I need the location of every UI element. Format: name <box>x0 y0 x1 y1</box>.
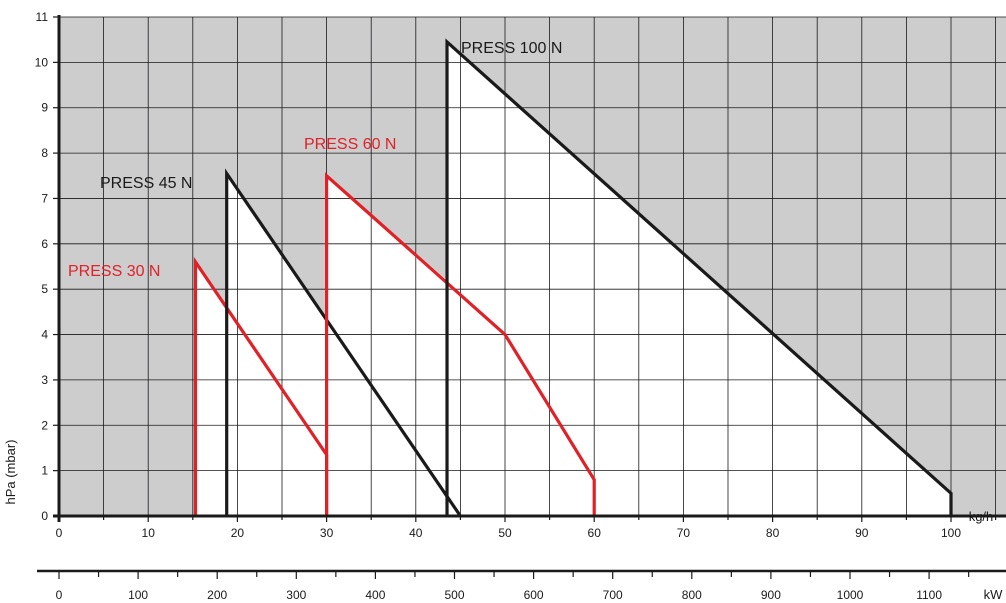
y-axis-title: hPa (mbar) <box>3 439 18 504</box>
x2-tick-label: 200 <box>207 588 227 602</box>
y-tick-label: 0 <box>41 509 48 523</box>
x-tick-label: 70 <box>677 526 691 540</box>
y-tick-label: 8 <box>41 146 48 160</box>
x2-tick-label: 1100 <box>916 588 942 602</box>
series-label-press-100: PRESS 100 N <box>461 40 562 57</box>
series-line-press-60-n <box>325 172 596 516</box>
y-tick-label: 7 <box>41 191 48 205</box>
series-line-press-45-n <box>225 168 462 517</box>
y-tick-label: 4 <box>41 328 48 342</box>
y-tick-label: 5 <box>41 282 48 296</box>
x2-tick-label: 500 <box>444 588 464 602</box>
x-tick-label: 100 <box>941 526 961 540</box>
working-envelope <box>195 41 951 516</box>
series-label-press-30: PRESS 30 N <box>68 263 160 280</box>
y-tick-label: 11 <box>36 10 49 24</box>
y-tick-label: 2 <box>41 418 48 432</box>
x-tick-label: 30 <box>320 526 334 540</box>
x-tick-label: 0 <box>56 526 63 540</box>
y-tick-label: 1 <box>41 464 48 478</box>
x-tick-label: 60 <box>588 526 602 540</box>
x2-axis-title: kW <box>984 587 1004 602</box>
x2-tick-label: 700 <box>603 588 623 602</box>
x-tick-label: 50 <box>498 526 512 540</box>
x-tick-label: 20 <box>231 526 245 540</box>
grid <box>58 16 1006 517</box>
y-tick-label: 3 <box>41 373 48 387</box>
x2-tick-label: 100 <box>128 588 148 602</box>
x-tick-label: 40 <box>409 526 423 540</box>
axes <box>37 15 1006 579</box>
y-tick-label: 10 <box>35 55 49 69</box>
series-label-press-60: PRESS 60 N <box>304 136 396 153</box>
x-tick-label: 90 <box>855 526 869 540</box>
x-tick-label: 10 <box>142 526 156 540</box>
series-line-press-100-n <box>445 38 953 516</box>
x2-tick-label: 0 <box>56 588 63 602</box>
series-label-press-45: PRESS 45 N <box>100 175 192 192</box>
y-tick-label: 6 <box>41 237 48 251</box>
x2-tick-label: 1000 <box>837 588 864 602</box>
x2-tick-label: 800 <box>682 588 702 602</box>
x2-tick-label: 400 <box>365 588 385 602</box>
y-tick-label: 9 <box>41 101 48 115</box>
x2-tick-label: 300 <box>286 588 306 602</box>
x-axis-title: kg/h <box>969 509 994 524</box>
x2-tick-label: 600 <box>524 588 544 602</box>
x2-tick-label: 900 <box>761 588 781 602</box>
envelope-area <box>195 41 951 516</box>
x-tick-label: 80 <box>766 526 780 540</box>
series-lines <box>193 38 953 517</box>
